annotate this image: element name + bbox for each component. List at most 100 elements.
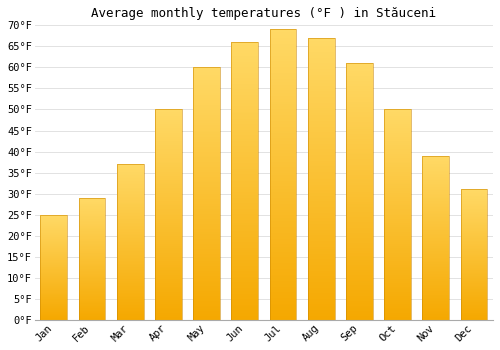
Bar [422, 273, 449, 274]
Bar [193, 83, 220, 84]
Bar [232, 302, 258, 303]
Bar [232, 180, 258, 181]
Bar [308, 117, 334, 118]
Bar [308, 216, 334, 217]
Bar [78, 312, 106, 313]
Bar [384, 279, 411, 280]
Bar [460, 286, 487, 287]
Bar [460, 241, 487, 242]
Bar [422, 271, 449, 272]
Bar [232, 81, 258, 82]
Bar [40, 310, 67, 311]
Bar [384, 177, 411, 178]
Bar [384, 145, 411, 146]
Bar [460, 209, 487, 210]
Bar [460, 291, 487, 292]
Bar [155, 310, 182, 312]
Bar [384, 221, 411, 222]
Bar [422, 262, 449, 263]
Bar [193, 222, 220, 223]
Bar [193, 96, 220, 98]
Bar [346, 176, 372, 177]
Bar [155, 266, 182, 267]
Bar [346, 152, 372, 153]
Bar [384, 209, 411, 210]
Bar [384, 224, 411, 225]
Bar [78, 283, 106, 284]
Bar [346, 247, 372, 248]
Bar [78, 274, 106, 275]
Bar [117, 304, 143, 305]
Bar [422, 187, 449, 188]
Bar [384, 270, 411, 271]
Bar [384, 124, 411, 125]
Bar [384, 132, 411, 133]
Bar [232, 49, 258, 50]
Bar [422, 278, 449, 279]
Bar [308, 158, 334, 159]
Bar [117, 295, 143, 296]
Bar [193, 194, 220, 195]
Bar [232, 287, 258, 288]
Bar [308, 94, 334, 96]
Bar [308, 76, 334, 77]
Bar [232, 231, 258, 232]
Bar [193, 256, 220, 257]
Bar [232, 249, 258, 251]
Bar [193, 94, 220, 95]
Bar [117, 239, 143, 240]
Bar [193, 292, 220, 293]
Bar [193, 311, 220, 312]
Bar [155, 168, 182, 169]
Bar [270, 311, 296, 313]
Bar [384, 125, 411, 126]
Bar [78, 245, 106, 246]
Bar [422, 239, 449, 240]
Bar [117, 194, 143, 195]
Bar [117, 166, 143, 167]
Bar [155, 270, 182, 271]
Bar [346, 138, 372, 139]
Bar [193, 77, 220, 79]
Bar [155, 149, 182, 150]
Bar [232, 258, 258, 259]
Bar [117, 205, 143, 206]
Bar [384, 133, 411, 134]
Bar [117, 184, 143, 185]
Bar [270, 199, 296, 201]
Bar [193, 270, 220, 271]
Bar [193, 215, 220, 216]
Bar [78, 309, 106, 310]
Bar [308, 262, 334, 264]
Bar [193, 185, 220, 186]
Bar [117, 228, 143, 229]
Bar [232, 148, 258, 149]
Bar [384, 165, 411, 166]
Bar [308, 189, 334, 190]
Bar [346, 166, 372, 167]
Bar [117, 214, 143, 215]
Bar [270, 41, 296, 43]
Bar [460, 242, 487, 243]
Bar [422, 311, 449, 312]
Bar [155, 293, 182, 294]
Bar [346, 207, 372, 208]
Bar [193, 259, 220, 261]
Bar [346, 215, 372, 216]
Bar [232, 79, 258, 81]
Bar [422, 175, 449, 176]
Bar [460, 214, 487, 215]
Bar [155, 239, 182, 240]
Bar [460, 225, 487, 226]
Bar [346, 145, 372, 147]
Bar [232, 306, 258, 307]
Bar [384, 149, 411, 150]
Bar [155, 111, 182, 112]
Bar [384, 162, 411, 163]
Bar [346, 193, 372, 194]
Bar [270, 124, 296, 125]
Bar [460, 260, 487, 261]
Bar [308, 144, 334, 145]
Bar [460, 231, 487, 232]
Bar [117, 178, 143, 179]
